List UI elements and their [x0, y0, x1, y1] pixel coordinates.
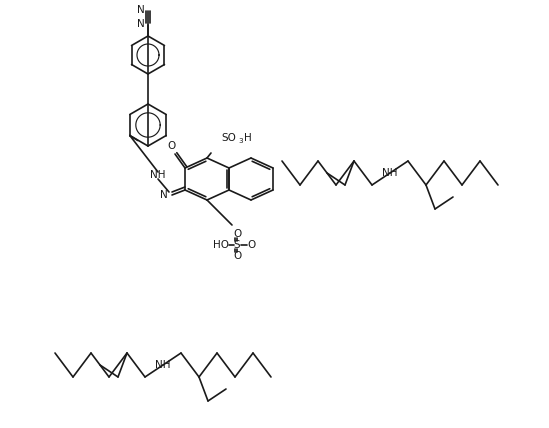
- Text: O: O: [233, 251, 241, 261]
- Text: N: N: [137, 5, 145, 15]
- Text: HO: HO: [213, 240, 229, 250]
- Text: S: S: [234, 240, 240, 250]
- Text: SO: SO: [222, 133, 237, 143]
- Text: O: O: [233, 229, 241, 239]
- Text: 3: 3: [238, 138, 243, 144]
- Text: N: N: [137, 19, 145, 29]
- Text: O: O: [248, 240, 256, 250]
- Text: O: O: [167, 141, 175, 151]
- Text: NH: NH: [155, 360, 171, 370]
- Text: NH: NH: [382, 168, 397, 178]
- Text: NH: NH: [150, 170, 166, 180]
- Text: H: H: [244, 133, 252, 143]
- Text: N: N: [160, 190, 168, 200]
